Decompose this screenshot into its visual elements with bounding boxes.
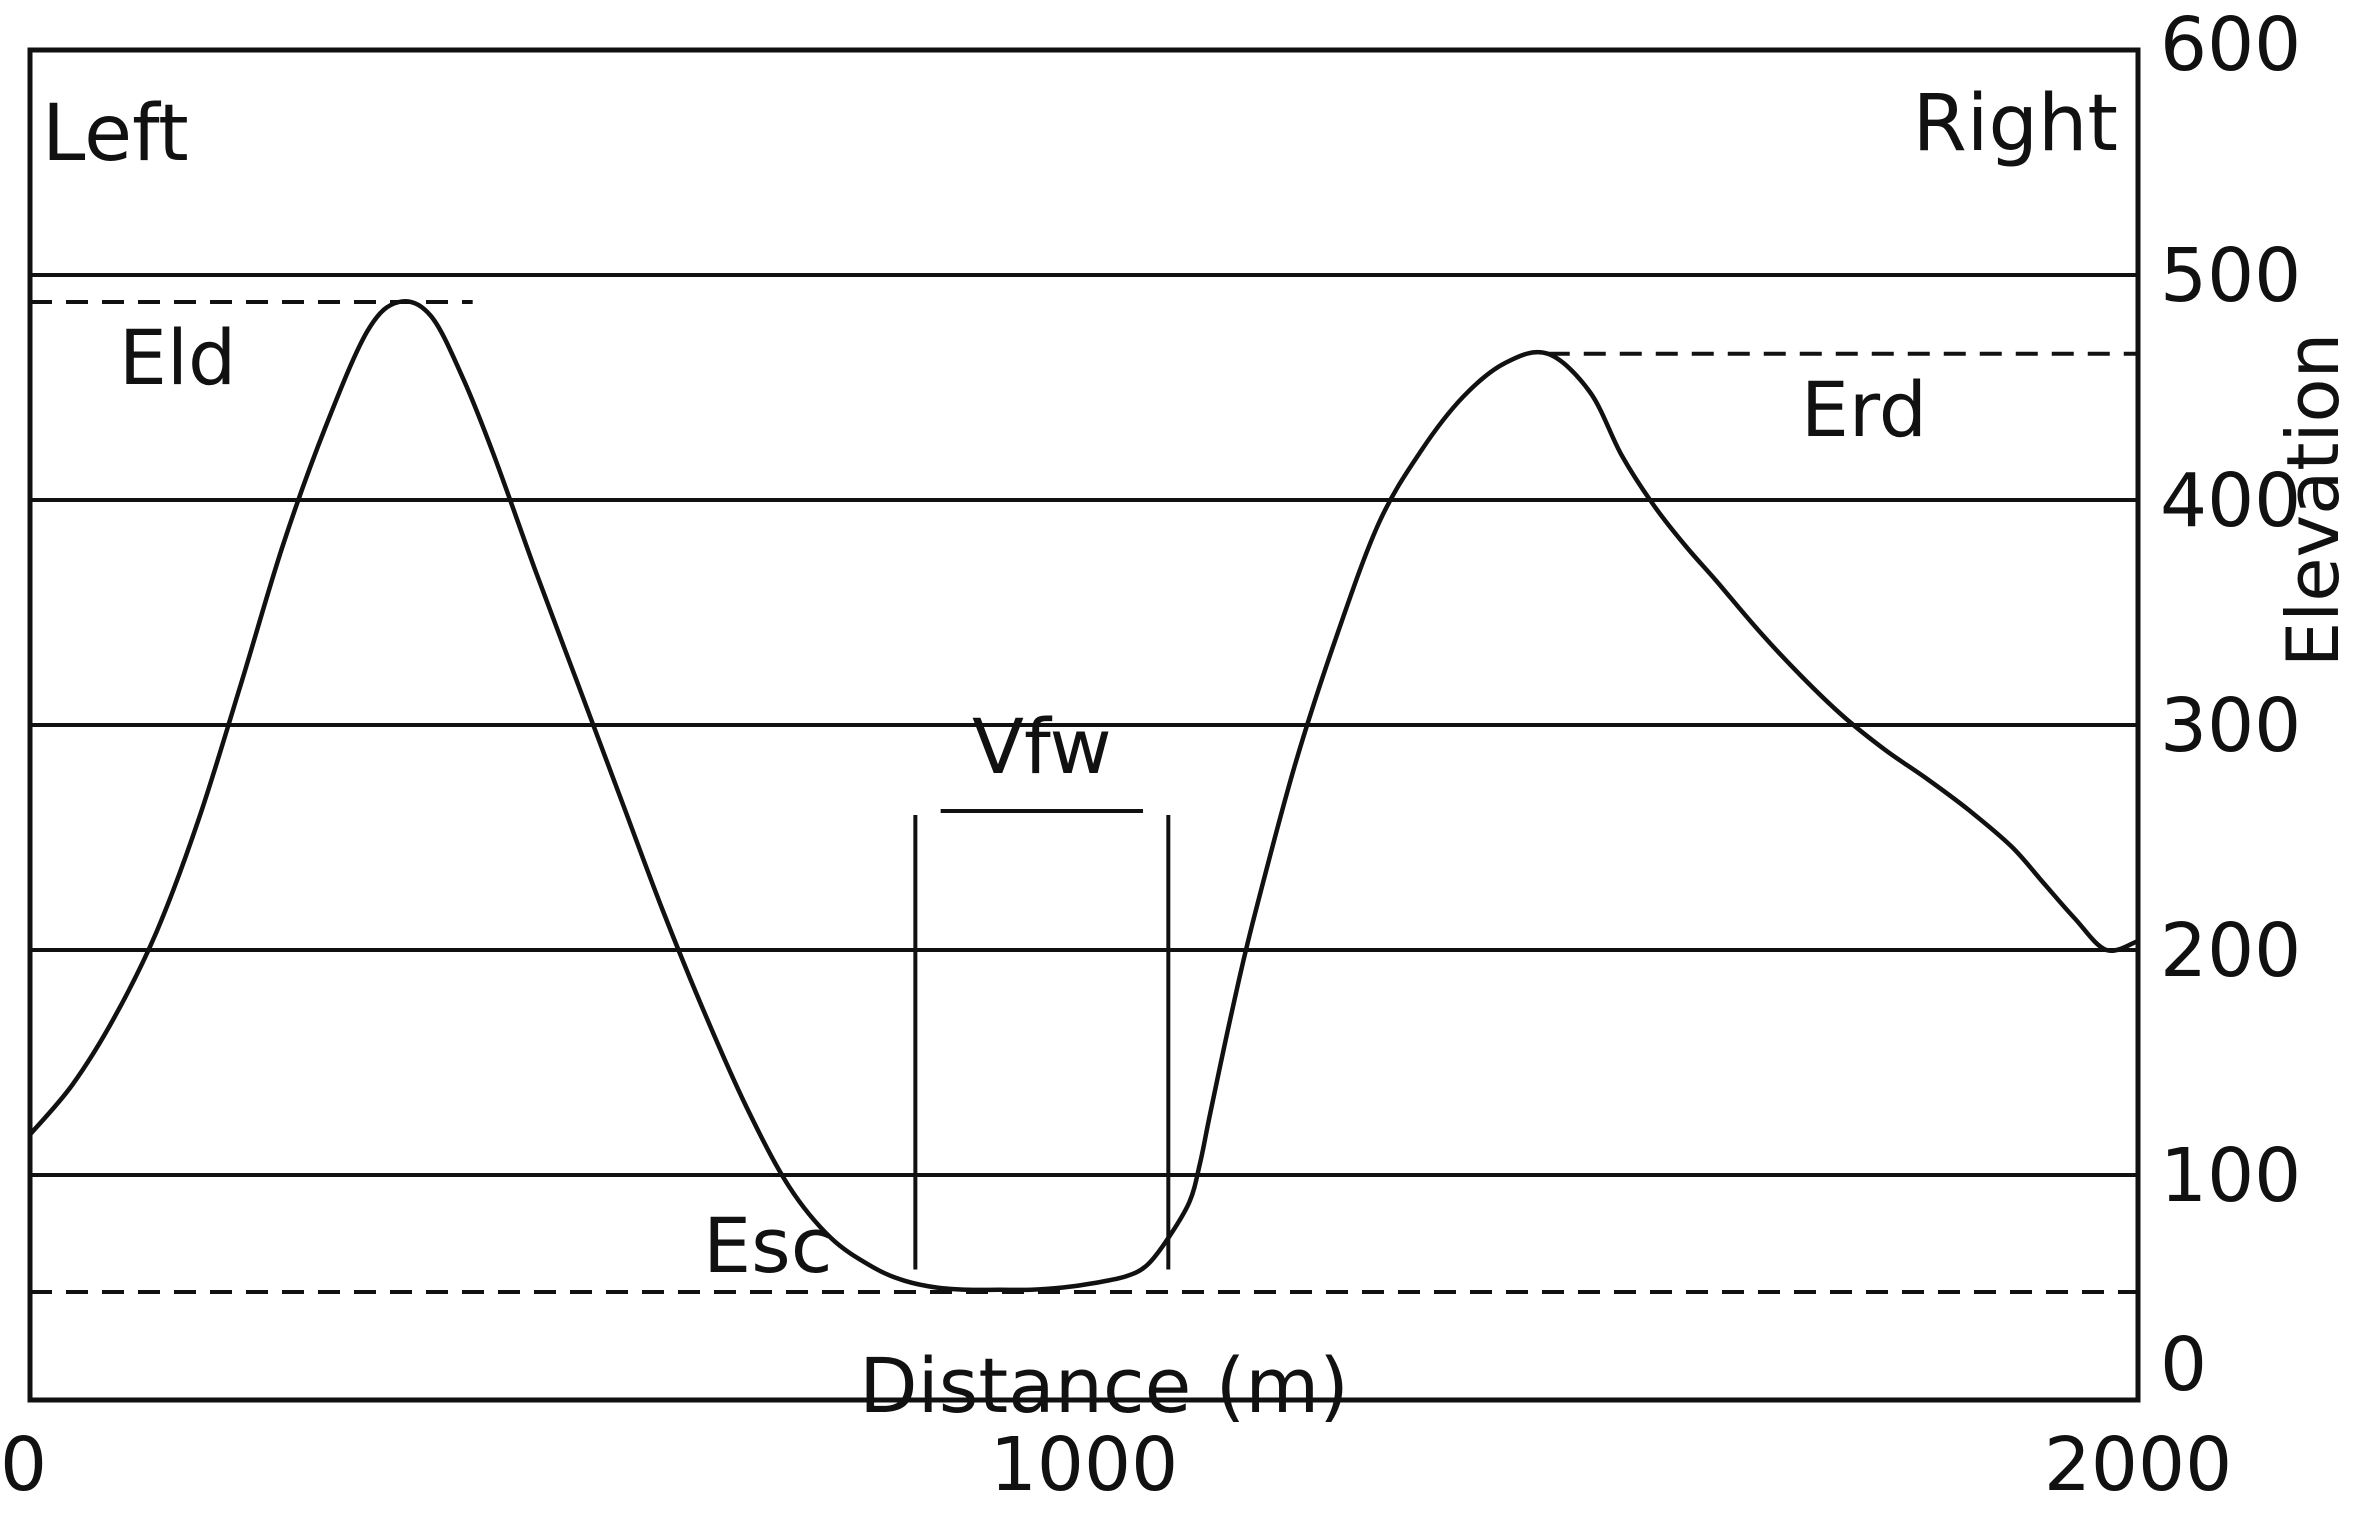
annotation-vfw: Vfw — [972, 702, 1112, 791]
plot-frame — [27, 47, 2141, 1403]
y-tick-label-600: 600 — [2160, 2, 2301, 88]
y-tick-label-200: 200 — [2160, 908, 2301, 994]
gridlines — [30, 273, 2138, 1177]
y-tick-label-100: 100 — [2160, 1133, 2301, 1219]
y-axis-label: Elevation — [2271, 333, 2355, 667]
y-tick-label-400: 400 — [2160, 458, 2301, 544]
annotation-erd: Erd — [1801, 365, 1927, 454]
x-axis-label: Distance (m) — [859, 1341, 1349, 1430]
corner-label-left: Left — [42, 89, 189, 179]
y-tick-label-300: 300 — [2160, 683, 2301, 769]
y-tick-label-0: 0 — [2160, 1322, 2207, 1408]
x-tick-label-0: 0 — [0, 1422, 47, 1508]
x-tick-label-1000: 1000 — [990, 1422, 1178, 1508]
ticks: 0 100 200 300 400 500 600 0 1000 2000 — [0, 2, 2301, 1508]
corner-label-right: Right — [1913, 79, 2118, 169]
y-tick-label-500: 500 — [2160, 233, 2301, 319]
annotation-eld: Eld — [119, 313, 236, 402]
series — [27, 299, 2141, 1293]
x-tick-label-2000: 2000 — [2044, 1422, 2232, 1508]
elevation-profile-line — [27, 299, 2141, 1293]
annotation-esc: Esc — [703, 1201, 832, 1290]
